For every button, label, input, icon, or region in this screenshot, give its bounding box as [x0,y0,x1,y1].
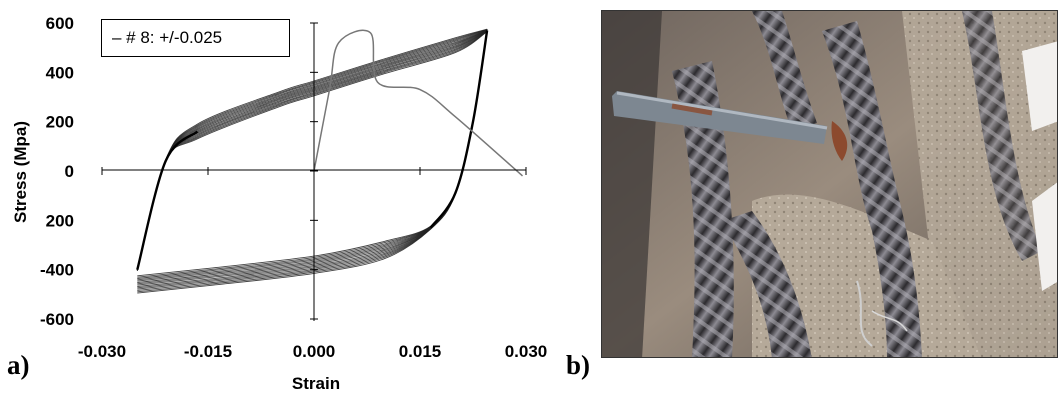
hysteresis-lower-branch [137,29,488,279]
y-tick-label: 0 [65,162,74,181]
hysteresis-lower-branch [137,30,488,285]
hysteresis-lower-branch [137,31,488,290]
hysteresis-lower-branch [137,30,488,287]
hysteresis-chart: -0.030 -0.015 0.000 0.015 0.030 600 400 200 0 200… [11,14,547,393]
hysteresis-upper-branch [136,30,488,271]
panel-a-label: a) [7,350,30,380]
hysteresis-upper-branch [136,29,488,269]
y-tick-label: 600 [46,14,74,33]
hysteresis-lower-branch [137,31,488,293]
x-tick-label: -0.030 [78,342,126,361]
hysteresis-upper-branch [136,30,488,271]
hysteresis-lower-branch [137,29,488,282]
chart-legend: – # 8: +/-0.025 [101,19,290,57]
hysteresis-upper-branch [136,29,488,270]
photo-illustration [602,11,1057,357]
hysteresis-upper-branch [136,28,488,269]
x-tick-label: 0.030 [505,342,548,361]
hysteresis-lower-branch [137,29,488,278]
hysteresis-upper-branch [136,30,488,271]
y-tick-label: 200 [46,211,74,230]
hysteresis-lower-branch [137,30,488,283]
y-tick-label: -600 [40,310,74,329]
y-tick-label: 400 [46,63,74,82]
hysteresis-upper-branch [136,29,488,270]
hysteresis-upper-branch [136,31,488,272]
chart-ticks: -0.030 -0.015 0.000 0.015 0.030 600 400 200 0 200… [40,14,547,361]
x-tick-label: 0.000 [293,342,336,361]
hysteresis-lower-branch [137,30,488,286]
hysteresis-upper-branch [136,29,488,270]
hysteresis-lower-branch [137,29,488,281]
chart-curves [136,28,523,294]
hysteresis-lower-branch [137,31,488,291]
monotonic-curve [313,29,523,177]
hysteresis-upper-branch [136,31,488,271]
rebar-buckling-photo [601,10,1058,358]
hysteresis-lower-branch [137,31,488,294]
x-axis-title: Strain [292,374,340,393]
reversal-unloading-segment [429,30,489,229]
y-tick-label: 200 [46,113,74,132]
hysteresis-upper-branch [136,30,488,270]
panel-b-label: b) [566,350,591,380]
x-tick-label: 0.015 [399,342,442,361]
y-axis-title: Stress (Mpa) [11,121,30,223]
legend-entry: – # 8: +/-0.025 [112,28,223,47]
y-tick-label: -400 [40,261,74,280]
hysteresis-upper-branch [136,30,488,271]
hysteresis-upper-branch [136,28,488,269]
hysteresis-lower-branch [137,28,488,277]
reversal-reloading-segment [136,130,199,271]
hysteresis-upper-branch [136,29,488,270]
hysteresis-lower-branch [137,30,488,289]
x-tick-label: -0.015 [184,342,232,361]
